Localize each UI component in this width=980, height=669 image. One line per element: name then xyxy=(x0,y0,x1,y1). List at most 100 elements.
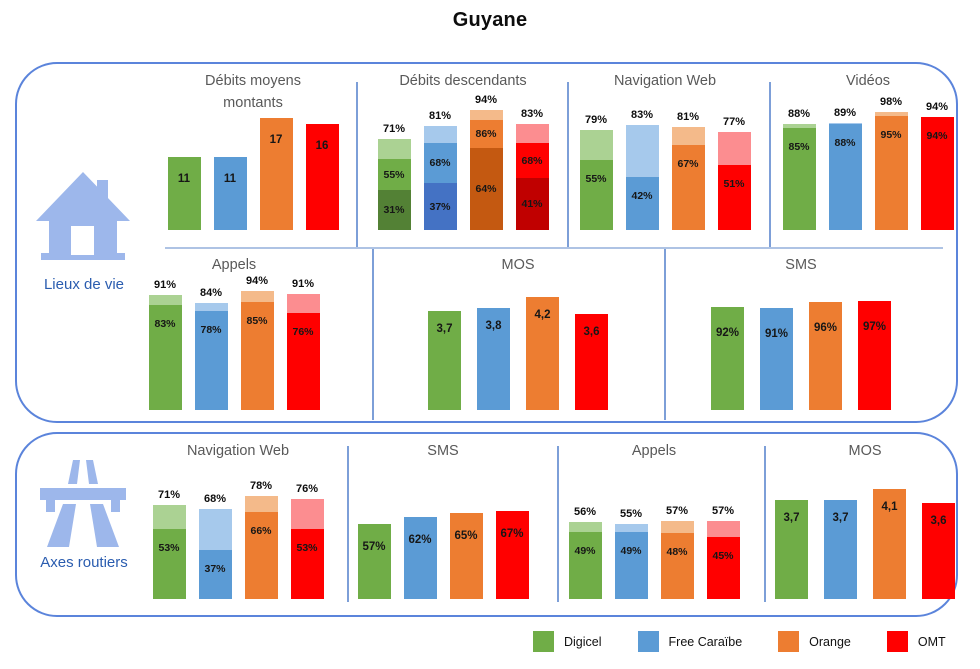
bar-value-label: 3,6 xyxy=(583,326,600,338)
bar-value-label: 77% xyxy=(722,116,746,128)
bar-omt: 3,6 xyxy=(575,314,608,410)
bar-free-cara-be: 3,7 xyxy=(824,500,857,599)
bar-value-label: 91% xyxy=(153,279,177,291)
bar-value-label: 51% xyxy=(723,178,745,190)
bar-segment: 3,7 xyxy=(824,500,857,599)
bar-value-label: 76% xyxy=(292,326,314,338)
bar-omt: 45% 57% xyxy=(706,505,740,599)
bar-segment: 45% xyxy=(706,537,740,599)
bar-value-label: 68% xyxy=(203,493,227,505)
chart-title: Vidéos xyxy=(845,73,891,89)
bar-segment: 3,6 xyxy=(575,314,608,410)
bar-segment xyxy=(828,123,862,124)
bar-segment: 65% xyxy=(449,513,483,599)
bar-orange: 66% 78% xyxy=(244,480,278,599)
bar-segment xyxy=(469,110,503,120)
digicel-swatch-icon xyxy=(533,631,554,652)
bar-value-label: 62% xyxy=(408,534,432,546)
chart-mos-lieux: MOS 3,7 3,8 4,2 3,6 xyxy=(417,254,619,410)
bar-value-label: 3,7 xyxy=(436,323,453,335)
bar-segment: 91% xyxy=(760,308,793,410)
bar-omt: 67% xyxy=(495,511,529,599)
bar-segment: 96% xyxy=(809,302,842,410)
bar-segment xyxy=(782,124,816,128)
bar-free-cara-be: 68% 37% 81% xyxy=(423,110,457,230)
bar-value-label: 88% xyxy=(787,108,811,120)
bar-segment xyxy=(423,126,457,143)
bar-omt: 16 xyxy=(305,124,339,230)
divider xyxy=(567,82,569,247)
bar-value-label: 96% xyxy=(813,322,838,334)
bar-segment: 4,1 xyxy=(873,489,906,599)
chart-navigation-web-axes: Navigation Web 53% 71% 37% 68% 66% 78% 53% 76% xyxy=(136,440,340,599)
divider xyxy=(664,249,666,420)
bar-segment: 49% xyxy=(614,532,648,599)
bar-segment: 88% xyxy=(828,124,862,230)
bar-group: 3,7 3,7 4,1 3,6 xyxy=(763,489,967,599)
bar-segment: 53% xyxy=(152,529,186,599)
bar-value-label: 86% xyxy=(475,128,497,140)
bar-segment: 68% xyxy=(515,143,549,178)
bar-value-label: 65% xyxy=(454,530,478,542)
bar-orange: 86% 64% 94% xyxy=(469,94,503,230)
bar-segment xyxy=(152,505,186,529)
legend: Digicel Free Caraïbe Orange OMT xyxy=(533,631,946,652)
chart-title: Appels xyxy=(631,443,677,459)
chart-appels-axes: Appels 49% 56% 49% 55% 48% 57% 45% 57% xyxy=(552,440,756,599)
bar-value-label: 42% xyxy=(631,190,653,202)
legend-item-orange: Orange xyxy=(778,631,851,652)
bar-segment: 62% xyxy=(403,517,437,599)
divider xyxy=(356,82,358,247)
row-separator xyxy=(165,247,943,249)
chart-sms-lieux: SMS 92% 91% 96% 97% xyxy=(700,254,902,410)
bar-group: 83% 91% 78% 84% 85% 94% 76% 91% xyxy=(142,275,326,410)
bar-segment xyxy=(614,524,648,532)
bar-orange: 85% 94% xyxy=(240,275,274,410)
bar-value-label: 91% xyxy=(764,328,789,340)
panel-label-axes-routiers: Axes routiers xyxy=(40,554,128,571)
bar-segment: 64% xyxy=(469,148,503,230)
bar-group: 55% 31% 71% 68% 37% 81% 86% 64% 94% 68% 41% 83% xyxy=(363,94,563,230)
chart-title: Débits descendants xyxy=(399,73,527,89)
bar-value-label: 94% xyxy=(474,94,498,106)
bar-value-label: 49% xyxy=(620,545,642,557)
bar-value-label: 3,6 xyxy=(930,515,947,527)
bar-digicel: 53% 71% xyxy=(152,489,186,599)
bar-value-label: 94% xyxy=(926,130,948,142)
bar-segment: 94% xyxy=(920,117,954,230)
bar-value-label: 66% xyxy=(250,525,272,537)
bar-segment: 78% xyxy=(194,311,228,410)
bar-value-label: 94% xyxy=(245,275,269,287)
chart-debits-moyens-montants: Débits moyens montants 11 11 17 16 xyxy=(147,70,359,230)
bar-group: 55% 79% 42% 83% 67% 81% 51% 77% xyxy=(573,109,757,230)
bar-free-cara-be: 62% xyxy=(403,517,437,599)
bar-value-label: 53% xyxy=(158,542,180,554)
bar-value-label: 67% xyxy=(500,528,524,540)
divider xyxy=(557,446,559,602)
bar-value-label: 57% xyxy=(665,505,689,517)
chart-title: Navigation Web xyxy=(613,73,717,89)
free-caraibe-swatch-icon xyxy=(637,631,659,652)
bar-group: 85% 88% 88% 89% 95% 98% 94% 94% xyxy=(777,96,959,230)
bar-segment: 31% xyxy=(377,190,411,230)
bar-group: 49% 56% 49% 55% 48% 57% 45% 57% xyxy=(552,505,756,599)
bar-value-label: 68% xyxy=(429,157,451,169)
bar-digicel: 55% 31% 71% xyxy=(377,123,411,230)
bar-free-cara-be: 37% 68% xyxy=(198,493,232,599)
chart-title: Débits moyens montants xyxy=(205,73,301,112)
bar-orange: 4,1 xyxy=(873,489,906,599)
bar-segment xyxy=(377,139,411,159)
bar-value-label: 97% xyxy=(862,321,887,333)
chart-debits-descendants: Débits descendants 55% 31% 71% 68% 37% 81% 86%… xyxy=(363,70,563,230)
bar-segment: 68% xyxy=(423,143,457,183)
legend-label: OMT xyxy=(917,634,946,649)
bar-value-label: 57% xyxy=(711,505,735,517)
bar-value-label: 85% xyxy=(246,315,268,327)
bar-value-label: 41% xyxy=(521,198,543,210)
house-icon xyxy=(36,172,130,260)
bar-value-label: 55% xyxy=(619,508,643,520)
bar-segment xyxy=(290,499,324,529)
bar-free-cara-be: 11 xyxy=(213,157,247,230)
page-title: Guyane xyxy=(452,9,528,31)
bar-segment xyxy=(148,295,182,305)
